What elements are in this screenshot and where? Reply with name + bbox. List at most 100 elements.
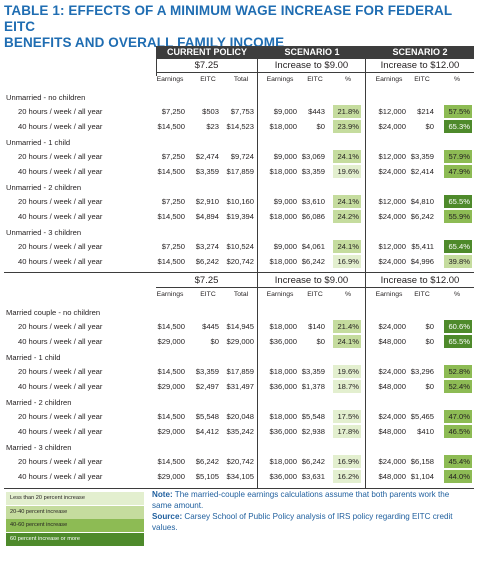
source-text: Carsey School of Public Policy analysis … <box>152 512 453 532</box>
value-cell: $6,086 <box>301 212 325 221</box>
section-divider <box>4 272 474 273</box>
value-cell: $214 <box>417 107 434 116</box>
value-cell: $0 <box>425 122 434 131</box>
row-label: 40 hours / week / all year <box>18 167 103 176</box>
row-label: 40 hours / week / all year <box>18 337 103 346</box>
value-cell: $3,359 <box>410 152 434 161</box>
value-cell: $14,945 <box>226 322 254 331</box>
value-cell: $0 <box>425 382 434 391</box>
value-cell: $29,000 <box>226 337 254 346</box>
percent-change-cell: 44.0% <box>444 470 472 483</box>
value-cell: $0 <box>316 337 325 346</box>
value-cell: $20,742 <box>226 257 254 266</box>
value-cell: $4,810 <box>410 197 434 206</box>
value-cell: $5,548 <box>301 412 325 421</box>
percent-change-cell: 55.9% <box>444 210 472 223</box>
value-cell: $14,500 <box>157 367 185 376</box>
value-cell: $18,000 <box>269 257 297 266</box>
value-cell: $14,500 <box>157 457 185 466</box>
percent-change-cell: 52.8% <box>444 365 472 378</box>
percent-change-cell: 65.3% <box>444 120 472 133</box>
section1-subhead-s2: Increase to $12.00 <box>380 60 460 71</box>
value-cell: $3,610 <box>301 197 325 206</box>
table-row: 20 hours / week / all year $7,250 $3,274 $1… <box>0 239 474 254</box>
value-cell: $3,359 <box>195 167 219 176</box>
legend-item: 40-60 percent increase <box>6 519 144 532</box>
section1-col-header: EITC <box>307 76 323 83</box>
value-cell: $35,242 <box>226 427 254 436</box>
value-cell: $29,000 <box>157 472 185 481</box>
percent-change-cell: 21.8% <box>333 105 361 118</box>
table-bottom-rule <box>4 488 474 489</box>
value-cell: $7,250 <box>161 242 185 251</box>
note-paragraph: Note: The married-couple earnings calcul… <box>152 490 470 511</box>
percent-change-cell: 24.1% <box>333 150 361 163</box>
value-cell: $24,000 <box>378 367 406 376</box>
value-cell: $34,105 <box>226 472 254 481</box>
percent-change-cell: 21.4% <box>333 320 361 333</box>
percent-change-cell: 24.1% <box>333 240 361 253</box>
section1-category-row: Unmarried - 3 children <box>0 225 474 240</box>
category-label: Unmarried - 2 children <box>6 183 82 192</box>
value-cell: $17,859 <box>226 167 254 176</box>
category-label: Married couple - no children <box>6 308 101 317</box>
value-cell: $29,000 <box>157 337 185 346</box>
value-cell: $14,500 <box>157 212 185 221</box>
value-cell: $6,242 <box>195 457 219 466</box>
value-cell: $3,359 <box>195 367 219 376</box>
percent-change-cell: 18.7% <box>333 380 361 393</box>
section2-col-header: EITC <box>414 291 430 298</box>
category-label: Married - 2 children <box>6 398 72 407</box>
table-row: 40 hours / week / all year $29,000 $2,497 $… <box>0 379 474 394</box>
legend-item: 20-40 percent increase <box>6 505 144 519</box>
value-cell: $14,523 <box>226 122 254 131</box>
section2-col-header: % <box>453 291 461 298</box>
value-cell: $18,000 <box>269 367 297 376</box>
value-cell: $410 <box>417 427 434 436</box>
table-row: 40 hours / week / all year $14,500 $6,242 $… <box>0 254 474 269</box>
value-cell: $36,000 <box>269 427 297 436</box>
value-cell: $443 <box>308 107 325 116</box>
percent-change-cell: 24.1% <box>333 195 361 208</box>
section2-category-row: Married - 3 children <box>0 440 474 455</box>
value-cell: $3,274 <box>195 242 219 251</box>
section1-category-row: Unmarried - no children <box>0 90 474 105</box>
value-cell: $3,359 <box>301 367 325 376</box>
note-text: The married-couple earnings calculations… <box>152 490 450 510</box>
value-cell: $14,500 <box>157 257 185 266</box>
section2-category-row: Married - 1 child <box>0 350 474 365</box>
legend-item: Less than 20 percent increase <box>6 492 144 505</box>
value-cell: $6,242 <box>301 257 325 266</box>
row-label: 20 hours / week / all year <box>18 107 103 116</box>
row-label: 20 hours / week / all year <box>18 367 103 376</box>
row-label: 40 hours / week / all year <box>18 427 103 436</box>
value-cell: $24,000 <box>378 122 406 131</box>
section2-subhead-s2: Increase to $12.00 <box>380 275 460 286</box>
section1-col-header: Total <box>233 76 249 83</box>
category-label: Unmarried - 3 children <box>6 228 82 237</box>
value-cell: $12,000 <box>378 197 406 206</box>
value-cell: $10,160 <box>226 197 254 206</box>
percent-change-cell: 16.2% <box>333 470 361 483</box>
table-row: 20 hours / week / all year $7,250 $503 $7,7… <box>0 104 474 119</box>
row-label: 20 hours / week / all year <box>18 242 103 251</box>
source-label: Source: <box>152 512 183 521</box>
section1-col-header: EITC <box>200 76 216 83</box>
value-cell: $3,359 <box>301 167 325 176</box>
value-cell: $14,500 <box>157 412 185 421</box>
value-cell: $20,742 <box>226 457 254 466</box>
value-cell: $4,894 <box>195 212 219 221</box>
table-title-line1: TABLE 1: EFFECTS OF A MINIMUM WAGE INCRE… <box>4 3 453 34</box>
section1-subhead-s1: Increase to $9.00 <box>274 60 349 71</box>
percent-change-cell: 47.9% <box>444 165 472 178</box>
value-cell: $5,411 <box>411 242 434 251</box>
percent-change-cell: 46.5% <box>444 425 472 438</box>
value-cell: $7,250 <box>161 107 185 116</box>
section1-col-header: Earnings <box>375 76 403 83</box>
percent-change-cell: 65.5% <box>444 335 472 348</box>
value-cell: $2,497 <box>195 382 219 391</box>
section2-col-header: Earnings <box>375 291 403 298</box>
value-cell: $0 <box>425 337 434 346</box>
section2-col-header: Earnings <box>266 291 294 298</box>
value-cell: $23 <box>206 122 219 131</box>
